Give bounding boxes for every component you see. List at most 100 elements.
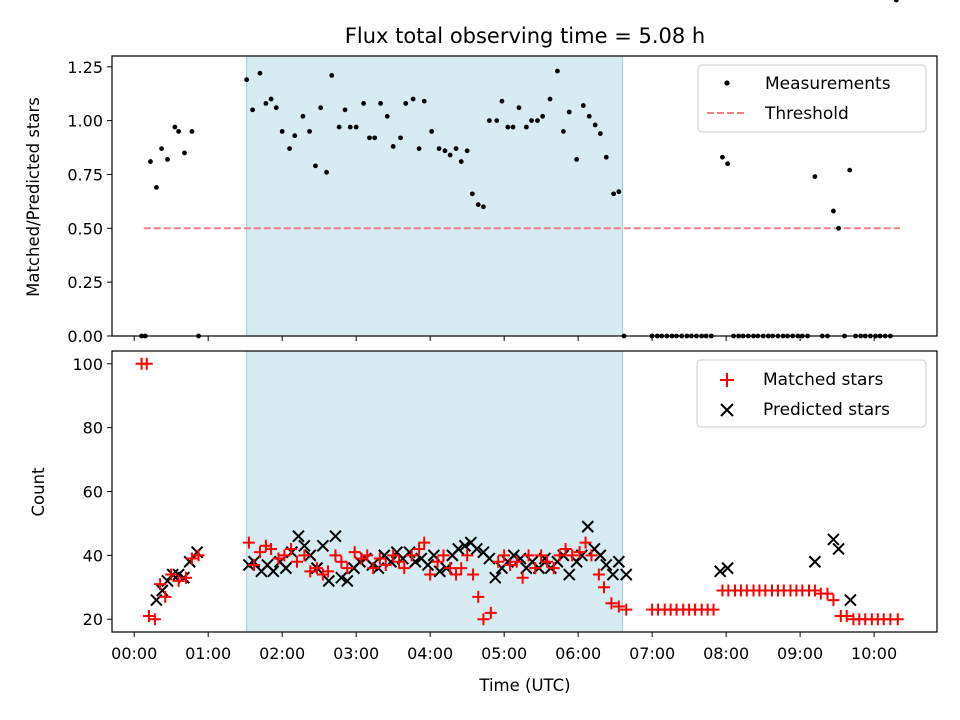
matched-star-marker — [467, 568, 480, 581]
matched-star-marker — [553, 549, 566, 562]
matched-star-marker — [559, 542, 572, 555]
ratio-y-tick-label: 0.75 — [67, 165, 103, 184]
matched-star-marker — [335, 555, 348, 568]
matched-star-points — [135, 357, 904, 626]
measurement-point — [505, 124, 511, 130]
measurement-point — [384, 113, 390, 119]
matched-star-marker — [148, 613, 161, 626]
ratio-panel-frame — [111, 55, 938, 337]
matched-star-marker — [253, 546, 266, 559]
measurement-point — [189, 128, 195, 134]
measurement-point — [836, 225, 841, 231]
ratio-panel-y-label: Matched/Predicted stars — [24, 97, 43, 297]
matched-star-marker — [605, 597, 618, 610]
measurement-point — [436, 146, 442, 152]
predicted-star-marker — [458, 539, 472, 552]
predicted-star-marker — [292, 529, 305, 543]
measurement-point — [453, 146, 459, 152]
matched-star-marker — [424, 568, 437, 581]
measurement-point — [458, 159, 464, 164]
matched-star-marker — [304, 565, 317, 578]
predicted-star-marker — [832, 542, 845, 556]
measurement-point — [378, 100, 383, 106]
ratio-panel: 0.00 0.25 0.50 0.75 1.00 1.25 Matched/Predict… — [24, 0, 938, 346]
measurement-point — [329, 72, 335, 78]
measurement-point — [720, 154, 725, 160]
matched-star-marker — [612, 600, 625, 613]
measurement-point — [172, 124, 178, 130]
matched-star-marker — [405, 549, 418, 562]
x-tick-label: 06:00 — [555, 644, 601, 663]
measurement-point — [516, 105, 522, 111]
ratio-legend-box — [697, 64, 927, 133]
legend-predicted-marker — [720, 403, 734, 417]
measurement-point — [292, 133, 298, 139]
legend-matched-marker — [720, 373, 734, 387]
measurement-point — [535, 118, 540, 124]
measurement-point — [324, 169, 329, 175]
measurement-point — [529, 118, 534, 124]
matched-star-marker — [484, 606, 497, 619]
matched-star-marker — [398, 562, 411, 575]
predicted-star-marker — [322, 574, 336, 588]
matched-star-marker — [437, 549, 450, 562]
measurement-point — [831, 208, 836, 214]
x-tick-label: 07:00 — [629, 644, 675, 663]
matched-star-marker — [367, 562, 380, 575]
measurement-point — [510, 124, 516, 130]
matched-star-marker — [455, 562, 468, 575]
matched-star-marker — [461, 549, 474, 562]
matched-star-marker — [413, 542, 426, 555]
matched-star-marker — [165, 568, 178, 581]
matched-star-marker — [541, 555, 554, 568]
matched-star-marker — [341, 562, 354, 575]
measurement-point — [263, 100, 269, 106]
count-y-tick-label: 40 — [83, 546, 103, 565]
matched-star-marker — [361, 549, 374, 562]
matched-star-marker — [278, 549, 291, 562]
x-tick-label: 00:00 — [111, 644, 157, 663]
measurement-point — [812, 174, 818, 180]
measurement-point — [313, 163, 318, 169]
measurement-point — [469, 191, 475, 197]
ratio-panel-legend: Measurements Threshold — [697, 64, 927, 133]
measurement-point — [342, 107, 348, 113]
count-panel: 00:00 01:00 02:00 03:00 04:00 05:00 06:00 07:00… — [29, 350, 938, 695]
measurement-point — [580, 103, 586, 108]
matched-star-marker — [598, 581, 611, 594]
matched-star-marker — [242, 536, 255, 549]
measurement-point — [893, 0, 899, 3]
matched-star-marker — [592, 568, 605, 581]
predicted-star-marker — [298, 539, 311, 552]
measurement-point — [403, 100, 409, 106]
matched-star-marker — [579, 536, 592, 549]
matched-star-marker — [808, 584, 821, 597]
predicted-star-marker — [470, 542, 483, 556]
measurement-point — [336, 124, 342, 130]
predicted-star-marker — [620, 568, 633, 581]
matched-star-marker — [154, 578, 167, 591]
measurement-point — [447, 152, 453, 158]
matched-star-marker — [477, 613, 490, 626]
matched-star-marker — [379, 558, 392, 571]
ratio-y-tick-label: 1.25 — [67, 58, 103, 77]
x-tick-label: 08:00 — [703, 644, 749, 663]
matched-star-marker — [840, 610, 853, 623]
measurement-point — [367, 135, 372, 141]
measurement-point — [372, 135, 378, 141]
matched-star-marker — [310, 562, 323, 575]
ratio-y-tick-label: 0.50 — [67, 219, 103, 238]
measurement-point — [847, 167, 853, 173]
matched-star-marker — [444, 562, 457, 575]
measurement-point — [475, 202, 481, 208]
measurement-point — [300, 113, 306, 119]
matched-star-marker — [348, 546, 361, 559]
measurement-point — [176, 128, 181, 134]
measurement-point — [390, 144, 396, 149]
ratio-y-tick-label: 1.00 — [67, 112, 103, 131]
matched-star-marker — [510, 555, 523, 568]
matched-star-marker — [821, 587, 834, 600]
matched-star-marker — [387, 549, 400, 562]
measurement-point — [725, 161, 731, 167]
x-tick-label: 09:00 — [777, 644, 823, 663]
